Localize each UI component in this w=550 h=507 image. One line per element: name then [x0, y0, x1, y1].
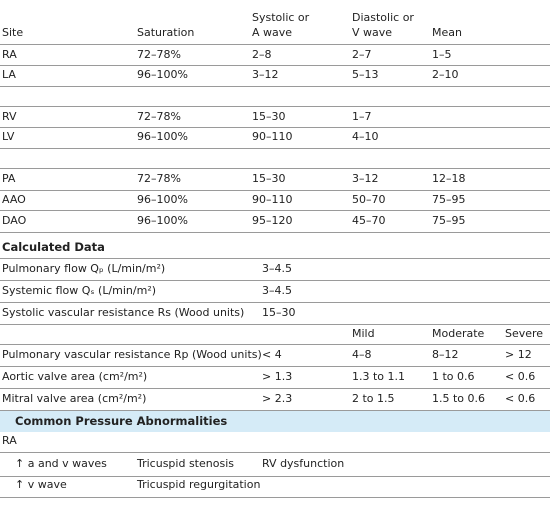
rule	[0, 65, 550, 66]
cell: < 4	[262, 348, 282, 361]
rule	[0, 302, 550, 303]
cell: 4–8	[352, 348, 372, 361]
column-header: Mean	[432, 26, 462, 39]
column-header: Moderate	[432, 327, 485, 340]
cell: ↑ v wave	[15, 478, 67, 491]
cell: 4–10	[352, 130, 379, 143]
cell: 3–4.5	[262, 284, 292, 297]
column-header: Severe	[505, 327, 544, 340]
rule	[0, 258, 550, 259]
row-label: DAO	[2, 214, 27, 227]
cell: 72–78%	[137, 48, 181, 61]
cell: Tricuspid stenosis	[137, 457, 234, 470]
cell: 96–100%	[137, 68, 188, 81]
rule	[0, 280, 550, 281]
rule	[0, 127, 550, 128]
cell: > 1.3	[262, 370, 293, 383]
cell: 15–30	[252, 172, 286, 185]
row-label: Mitral valve area (cm²/m²)	[2, 392, 147, 405]
rule	[0, 210, 550, 211]
cell: 72–78%	[137, 110, 181, 123]
cell: 72–78%	[137, 172, 181, 185]
row-label: Systemic flow Qₛ (L/min/m²)	[2, 284, 157, 297]
column-header: Diastolic or	[352, 11, 414, 24]
cell: 1–7	[352, 110, 372, 123]
rule	[0, 497, 550, 498]
cell: 5–13	[352, 68, 379, 81]
cell: Tricuspid regurgitation	[137, 478, 261, 491]
cell: 1–5	[432, 48, 452, 61]
cell: 1 to 0.6	[432, 370, 475, 383]
column-header: V wave	[352, 26, 393, 39]
section-band	[0, 411, 550, 432]
subsection-label: RA	[2, 434, 17, 447]
cell: 90–110	[252, 193, 293, 206]
rule	[0, 324, 550, 325]
row-label: LV	[2, 130, 15, 143]
cell: 90–110	[252, 130, 293, 143]
section-title: Common Pressure Abnormalities	[15, 414, 228, 428]
cell: 2–10	[432, 68, 459, 81]
cell: < 0.6	[505, 370, 536, 383]
row-label: AAO	[2, 193, 26, 206]
cell: 12–18	[432, 172, 466, 185]
row-label: LA	[2, 68, 16, 81]
cell: 96–100%	[137, 130, 188, 143]
section-title: Calculated Data	[2, 240, 105, 254]
cell: 3–4.5	[262, 262, 292, 275]
rule	[0, 388, 550, 389]
cell: RV dysfunction	[262, 457, 345, 470]
cell: 2 to 1.5	[352, 392, 395, 405]
rule	[0, 476, 550, 477]
rule	[0, 168, 550, 169]
cell: 1.5 to 0.6	[432, 392, 486, 405]
cell: 45–70	[352, 214, 386, 227]
rule	[0, 232, 550, 233]
row-label: PA	[2, 172, 16, 185]
cell: 15–30	[252, 110, 286, 123]
cell: 3–12	[352, 172, 379, 185]
row-label: Pulmonary flow Qₚ (L/min/m²)	[2, 262, 166, 275]
column-header: Mild	[352, 327, 375, 340]
row-label: Aortic valve area (cm²/m²)	[2, 370, 148, 383]
cell: 15–30	[262, 306, 296, 319]
cell: 96–100%	[137, 193, 188, 206]
cell: 75–95	[432, 193, 466, 206]
cell: 96–100%	[137, 214, 188, 227]
cell: 2–8	[252, 48, 272, 61]
cell: 8–12	[432, 348, 459, 361]
rule	[0, 452, 550, 453]
cell: ↑ a and v waves	[15, 457, 107, 470]
cell: > 2.3	[262, 392, 293, 405]
rule	[0, 190, 550, 191]
cell: > 12	[505, 348, 532, 361]
rule	[0, 410, 550, 411]
row-label: RA	[2, 48, 17, 61]
rule	[0, 44, 550, 45]
cell: 2–7	[352, 48, 372, 61]
row-label: Pulmonary vascular resistance Rp (Wood u…	[2, 348, 262, 361]
row-label: Systolic vascular resistance Rs (Wood un…	[2, 306, 245, 319]
cell: 3–12	[252, 68, 279, 81]
column-header: Saturation	[137, 26, 195, 39]
column-header: Site	[2, 26, 24, 39]
rule	[0, 106, 550, 107]
column-header: A wave	[252, 26, 293, 39]
rule	[0, 344, 550, 345]
cell: 1.3 to 1.1	[352, 370, 406, 383]
cell: < 0.6	[505, 392, 536, 405]
rule	[0, 148, 550, 149]
cell: 75–95	[432, 214, 466, 227]
column-header: Systolic or	[252, 11, 310, 24]
rule	[0, 366, 550, 367]
rule	[0, 86, 550, 87]
cell: 95–120	[252, 214, 293, 227]
row-label: RV	[2, 110, 17, 123]
cell: 50–70	[352, 193, 386, 206]
